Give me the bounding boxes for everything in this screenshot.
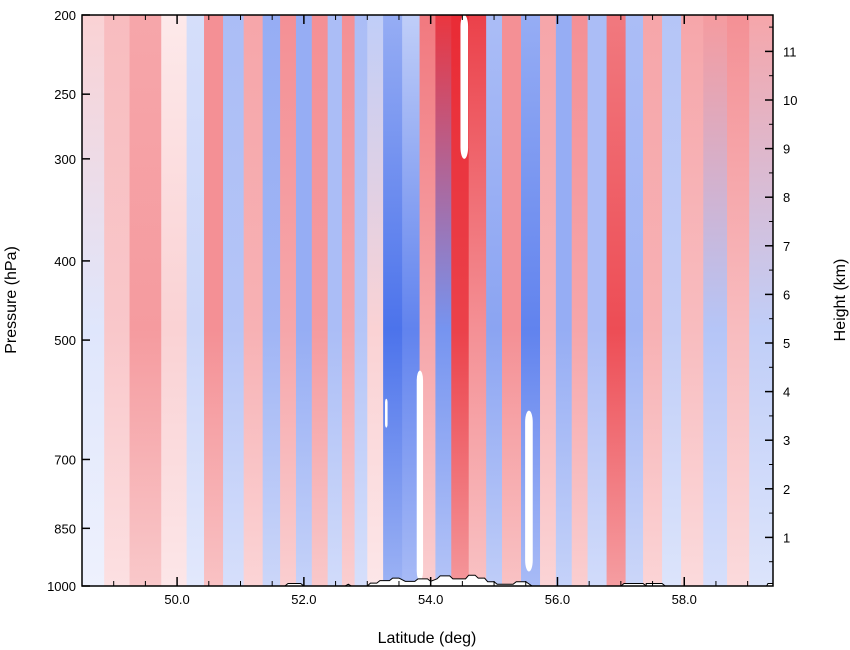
heatmap-band xyxy=(606,15,627,586)
heatmap-band xyxy=(681,15,704,586)
heatmap-band xyxy=(243,15,264,586)
heatmap-band xyxy=(354,15,368,586)
terrain-fill xyxy=(82,575,773,586)
heatmap-band xyxy=(727,15,750,586)
terrain-line xyxy=(82,574,773,586)
y-tick-label: 850 xyxy=(54,521,76,536)
y-tick-label: 250 xyxy=(54,87,76,102)
y-axis-title: Pressure (hPa) xyxy=(3,246,20,354)
heatmap-band xyxy=(341,15,356,586)
heatmap-band xyxy=(625,15,644,586)
missing-data-region xyxy=(385,398,388,428)
heatmap-band xyxy=(486,15,503,586)
y2-tick-label: 7 xyxy=(783,239,790,254)
heatmap-band xyxy=(501,15,522,586)
y-axis-right: 1 2 3 4 5 6 7 8 9 10 11 xyxy=(765,26,797,563)
heatmap-band xyxy=(262,15,281,586)
heatmap-band xyxy=(540,15,557,586)
x-tick-label: 54.0 xyxy=(418,592,443,607)
heatmap-band xyxy=(129,15,162,586)
plot-frame xyxy=(81,14,774,587)
x-tick-label: 52.0 xyxy=(291,592,316,607)
heatmap-band xyxy=(223,15,245,586)
heatmap-band xyxy=(295,15,313,586)
heatmap-band xyxy=(587,15,608,586)
y2-tick-label: 4 xyxy=(783,385,790,400)
y2-tick-label: 8 xyxy=(783,190,790,205)
y2-tick-label: 10 xyxy=(783,93,797,108)
heatmap-band xyxy=(327,15,343,586)
heatmap-band xyxy=(419,15,437,586)
y-tick-label: 300 xyxy=(54,152,76,167)
y2-tick-label: 6 xyxy=(783,287,790,302)
y2-tick-label: 3 xyxy=(783,433,790,448)
heatmap-band xyxy=(104,15,131,586)
heatmap-band xyxy=(703,15,728,586)
y2-tick-label: 2 xyxy=(783,482,790,497)
y-axis-left: 200 250 300 400 500 700 850 1000 xyxy=(47,8,90,594)
y-tick-label: 400 xyxy=(54,254,76,269)
x-axis-title: Latitude (deg) xyxy=(378,630,477,647)
y-tick-label: 1000 xyxy=(47,579,76,594)
missing-data-regions xyxy=(385,15,533,581)
heatmap-band xyxy=(367,15,384,586)
heatmap-band xyxy=(280,15,297,586)
heatmap-band xyxy=(161,15,188,586)
terrain-outline xyxy=(82,574,773,586)
missing-data-region xyxy=(416,370,424,581)
heatmap-band xyxy=(468,15,487,586)
heatmap-band xyxy=(402,15,421,586)
heatmap-band xyxy=(571,15,589,586)
heatmap-band xyxy=(643,15,663,586)
heatmap-band xyxy=(311,15,329,586)
y-tick-label: 700 xyxy=(54,452,76,467)
x-tick-label: 58.0 xyxy=(672,592,697,607)
heatmap-band xyxy=(435,15,452,586)
heatmap-band xyxy=(186,15,205,586)
y2-axis-title: Height (km) xyxy=(832,259,849,342)
y-tick-label: 500 xyxy=(54,333,76,348)
heatmap-band xyxy=(555,15,573,586)
heatmap-band xyxy=(662,15,682,586)
heatmap-band xyxy=(82,15,105,586)
heatmap-band xyxy=(383,15,403,586)
x-tick-label: 56.0 xyxy=(545,592,570,607)
missing-data-region xyxy=(460,15,469,159)
x-tick-label: 50.0 xyxy=(164,592,189,607)
y2-tick-label: 1 xyxy=(783,530,790,545)
y2-tick-label: 5 xyxy=(783,336,790,351)
x-axis: 50.0 52.0 54.0 56.0 58.0 xyxy=(81,15,749,607)
y2-tick-label: 11 xyxy=(783,44,797,59)
y2-tick-label: 9 xyxy=(783,142,790,157)
y-tick-label: 200 xyxy=(54,8,76,23)
missing-data-region xyxy=(525,410,533,572)
heatmap-band xyxy=(749,15,773,586)
heatmap-band xyxy=(204,15,224,586)
heatmap-field xyxy=(82,15,773,586)
